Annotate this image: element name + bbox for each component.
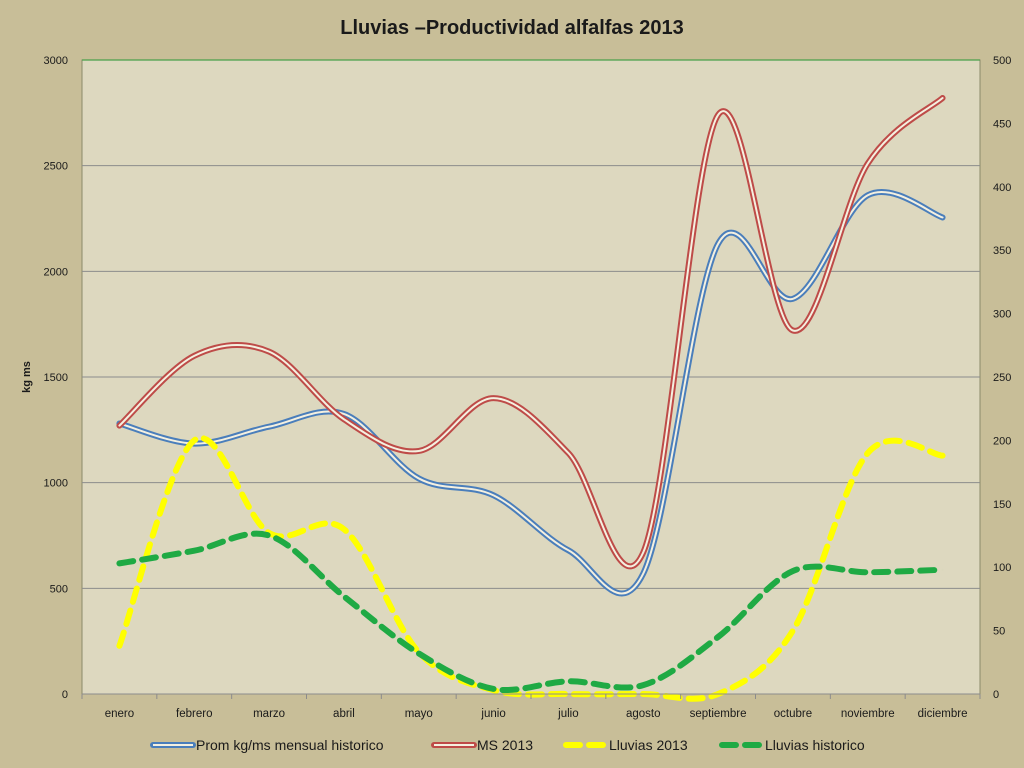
data-point xyxy=(567,549,569,551)
y2-tick-label: 0 xyxy=(993,689,999,701)
data-point xyxy=(193,550,195,552)
series-line-1 xyxy=(116,95,946,570)
y-tick-label: 500 xyxy=(50,583,68,595)
x-tick-label: diciembre xyxy=(918,708,968,720)
x-tick-label: noviembre xyxy=(841,708,895,720)
y-tick-label: 3000 xyxy=(44,55,68,67)
y2-tick-label: 150 xyxy=(993,499,1011,511)
legend-label: Lluvias 2013 xyxy=(609,737,688,753)
y-axis-label: kg ms xyxy=(21,361,33,393)
series-line-inner xyxy=(118,97,944,568)
y2-tick-label: 100 xyxy=(993,562,1011,574)
data-point xyxy=(867,571,869,573)
x-tick-label: octubre xyxy=(774,708,812,720)
y-tick-label: 1500 xyxy=(44,372,68,384)
y2-tick-label: 200 xyxy=(993,435,1011,447)
data-point xyxy=(343,595,345,597)
data-point xyxy=(492,688,494,690)
y-tick-label: 2500 xyxy=(44,161,68,173)
legend-label: Prom kg/ms mensual historico xyxy=(196,737,384,753)
data-point xyxy=(792,329,794,331)
data-point xyxy=(418,450,420,452)
x-tick-label: mayo xyxy=(405,708,433,720)
gridlines xyxy=(82,165,980,589)
series-line-3 xyxy=(116,530,946,693)
x-tick-label: junio xyxy=(480,708,505,720)
data-point xyxy=(567,680,569,682)
data-point xyxy=(343,528,345,530)
series-line-2 xyxy=(116,435,946,702)
data-point xyxy=(717,114,719,116)
data-point xyxy=(118,424,120,426)
x-tick-label: julio xyxy=(557,708,578,720)
y2-tick-label: 50 xyxy=(993,626,1005,638)
x-tick-label: marzo xyxy=(253,708,285,720)
data-point xyxy=(642,572,644,574)
series-line-0 xyxy=(116,189,946,597)
x-tick-label: enero xyxy=(105,708,134,720)
data-point xyxy=(343,418,345,420)
legend-item-0: Prom kg/ms mensual historico xyxy=(150,737,384,753)
data-point xyxy=(492,494,494,496)
data-point xyxy=(717,636,719,638)
axes: 0 500 1000 1500 2000 2500 3000 0 50 100 150 200 250 3… xyxy=(44,55,1012,720)
data-point xyxy=(418,477,420,479)
data-point xyxy=(492,397,494,399)
data-point xyxy=(867,162,869,164)
data-point xyxy=(193,439,195,441)
data-point xyxy=(193,355,195,357)
data-point xyxy=(118,562,120,564)
data-point xyxy=(642,551,644,553)
y-tick-label: 1000 xyxy=(44,478,68,490)
x-tick-label: septiembre xyxy=(690,708,747,720)
data-point xyxy=(792,570,794,572)
legend: Prom kg/ms mensual historico MS 2013 Lluvi… xyxy=(150,737,865,753)
series-line-dashed xyxy=(116,435,946,702)
legend-label: Lluvias historico xyxy=(765,737,865,753)
y2-tick-label: 500 xyxy=(993,55,1011,67)
data-point xyxy=(118,645,120,647)
legend-item-1: MS 2013 xyxy=(431,737,533,753)
data-point xyxy=(941,216,943,218)
series-lines xyxy=(116,95,946,702)
data-point xyxy=(792,298,794,300)
x-tick-label: febrero xyxy=(176,708,212,720)
y2-tick-label: 250 xyxy=(993,372,1011,384)
data-point xyxy=(268,534,270,536)
legend-item-3: Lluvias historico xyxy=(719,737,865,753)
data-point xyxy=(268,350,270,352)
series-line-dashed xyxy=(116,530,946,693)
data-point xyxy=(642,684,644,686)
data-point xyxy=(867,452,869,454)
y2-tick-label: 400 xyxy=(993,182,1011,194)
data-point xyxy=(567,452,569,454)
data-point xyxy=(941,569,943,571)
data-point xyxy=(418,652,420,654)
chart-title: Lluvias –Productividad alfalfas 2013 xyxy=(340,17,683,39)
data-point xyxy=(941,454,943,456)
y2-tick-label: 450 xyxy=(993,118,1011,130)
data-point xyxy=(268,425,270,427)
series-line-inner xyxy=(118,191,944,595)
x-tick-label: abril xyxy=(333,708,355,720)
y-tick-label: 0 xyxy=(62,689,68,701)
y2-tick-label: 300 xyxy=(993,309,1011,321)
legend-label: MS 2013 xyxy=(477,737,533,753)
data-point xyxy=(941,97,943,99)
data-point xyxy=(343,413,345,415)
y2-tick-label: 350 xyxy=(993,245,1011,257)
data-point xyxy=(717,243,719,245)
x-tick-label: agosto xyxy=(626,708,661,720)
data-point xyxy=(867,194,869,196)
y-tick-label: 2000 xyxy=(44,266,68,278)
legend-item-2: Lluvias 2013 xyxy=(563,737,688,753)
data-point xyxy=(792,629,794,631)
